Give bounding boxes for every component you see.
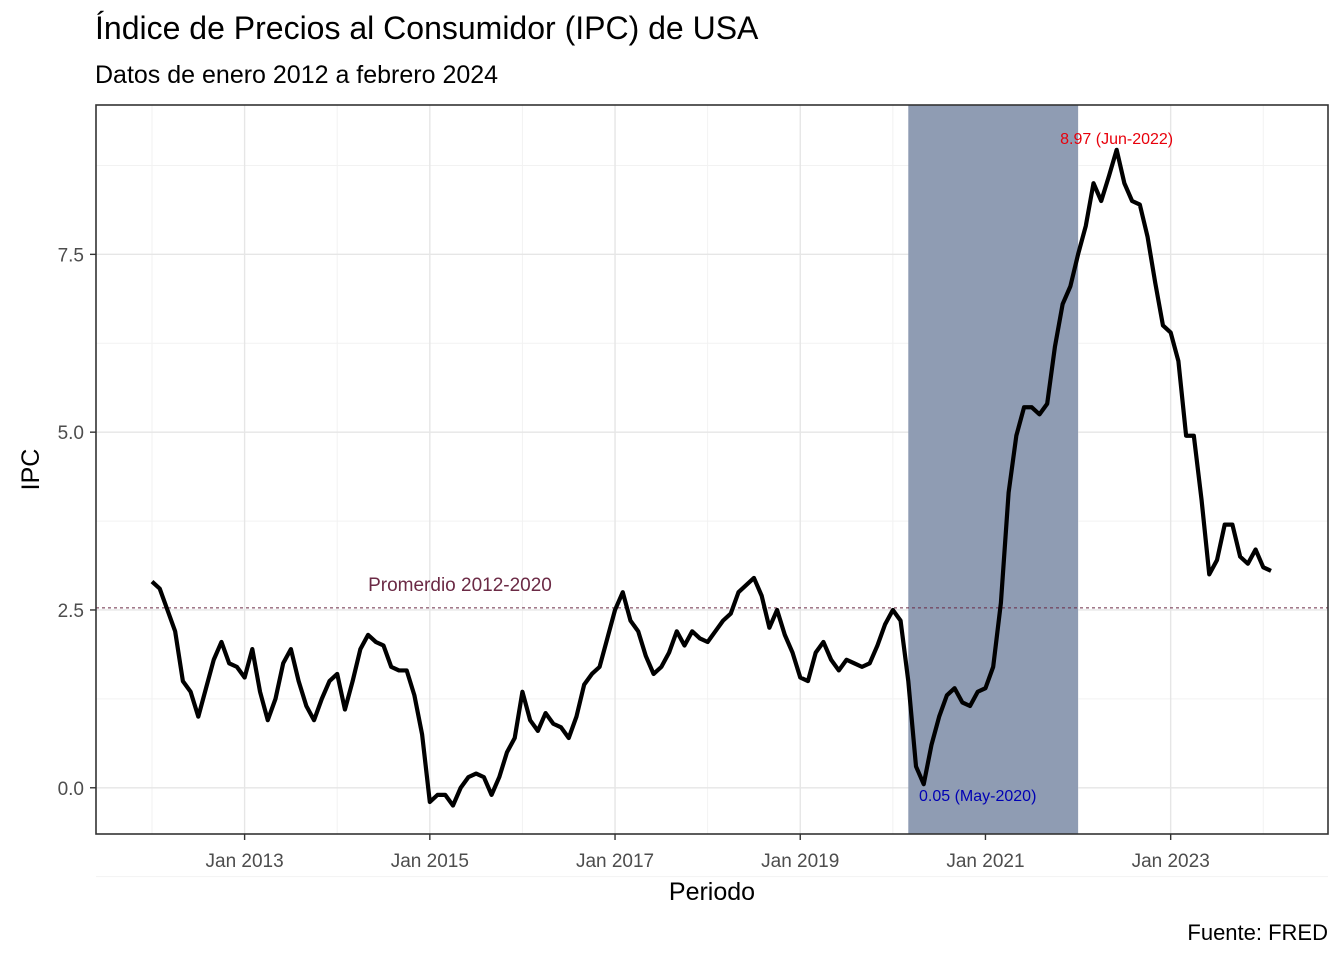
y-tick-label: 2.5 xyxy=(58,601,84,622)
series-line xyxy=(150,147,1272,808)
x-tick-label: Jan 2017 xyxy=(576,851,654,872)
x-tick-label: Jan 2019 xyxy=(761,851,839,872)
x-tick-label: Jan 2023 xyxy=(1132,851,1210,872)
annotation-min: 0.05 (May-2020) xyxy=(919,788,1036,805)
y-tick-label: 7.5 xyxy=(58,245,84,266)
x-tick-label: Jan 2015 xyxy=(391,851,469,872)
y-axis-title: IPC xyxy=(17,449,45,491)
shaded-region xyxy=(908,105,1079,834)
chart-subtitle: Datos de enero 2012 a febrero 2024 xyxy=(95,61,499,89)
reference-line-label: Promerdio 2012-2020 xyxy=(368,575,552,596)
chart-caption: Fuente: FRED xyxy=(1187,920,1328,945)
chart-title: Índice de Precios al Consumidor (IPC) de… xyxy=(95,10,759,46)
y-tick-label: 5.0 xyxy=(58,423,84,444)
axes: Jan 2013 Jan 2015 Jan 2017 Jan 2019 Jan 2021… xyxy=(58,245,1210,872)
y-tick-label: 0.0 xyxy=(58,779,84,800)
plot-panel-border xyxy=(95,104,1329,835)
x-axis-title: Periodo xyxy=(669,878,755,906)
x-tick-label: Jan 2013 xyxy=(206,851,284,872)
annotation-max: 8.97 (Jun-2022) xyxy=(1060,131,1173,148)
x-tick-label: Jan 2021 xyxy=(946,851,1024,872)
